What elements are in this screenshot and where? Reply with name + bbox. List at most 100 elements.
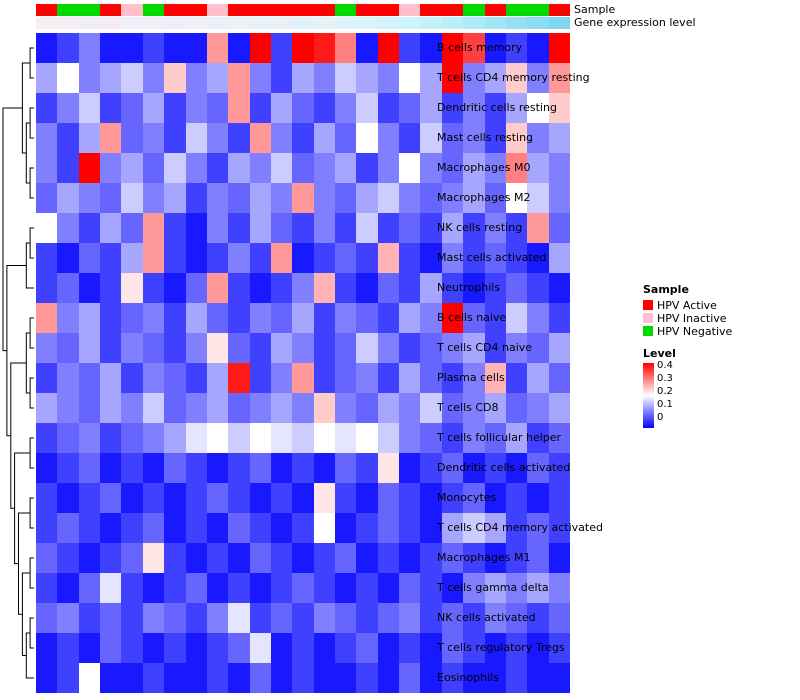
heatmap-cell — [356, 243, 378, 273]
heatmap-cell — [57, 603, 79, 633]
heatmap-cell — [441, 573, 464, 603]
gene-expression-annotation-cell — [335, 17, 357, 29]
heatmap-cell — [335, 213, 357, 243]
row-label: Macrophages M2 — [437, 191, 531, 204]
sample-annotation-cell — [292, 4, 314, 16]
row-label: T cells regulatory Tregs — [437, 641, 565, 654]
heatmap-cell — [164, 213, 186, 243]
heatmap-cell — [292, 573, 314, 603]
heatmap-cell — [36, 153, 58, 183]
heatmap-cell — [463, 63, 485, 93]
heatmap-cell — [206, 183, 229, 213]
heatmap-cell — [527, 63, 549, 93]
heatmap-cell — [356, 603, 378, 633]
legend-sample-items: HPV Active HPV Inactive HPV Negative — [643, 299, 732, 338]
heatmap-cell — [121, 603, 143, 633]
heatmap-cell — [100, 603, 122, 633]
heatmap-cell — [292, 243, 314, 273]
row-labels: B cells memory T cells CD4 memory resting… — [437, 33, 603, 693]
heatmap-cell — [335, 603, 357, 633]
heatmap-cell — [249, 63, 271, 93]
heatmap-cell — [292, 63, 314, 93]
sample-annotation-cell — [249, 4, 271, 16]
heatmap-cell — [399, 543, 421, 573]
legend-sample-title: Sample — [643, 283, 689, 296]
gene-expression-annotation-cell — [420, 17, 442, 29]
level-tick-label: 0.3 — [657, 373, 673, 384]
heatmap-cell — [548, 573, 570, 603]
heatmap-cell — [377, 153, 400, 183]
heatmap-cell — [36, 453, 58, 483]
heatmap-cell — [100, 273, 122, 303]
heatmap-cell — [270, 423, 293, 453]
sample-annotation-cell — [270, 4, 293, 16]
heatmap-cell — [206, 633, 229, 663]
heatmap-cell — [228, 513, 250, 543]
heatmap-cell — [78, 243, 101, 273]
heatmap-cell — [142, 213, 165, 243]
sample-annotation-cell — [527, 4, 549, 16]
row-label: Monocytes — [437, 491, 497, 504]
heatmap-cell — [292, 453, 314, 483]
heatmap-cell — [313, 483, 336, 513]
heatmap-cell — [57, 63, 79, 93]
heatmap-cell — [527, 663, 549, 693]
gene-expression-annotation-cell — [377, 17, 400, 29]
heatmap-cell — [121, 483, 143, 513]
heatmap-cell — [463, 573, 485, 603]
heatmap-cell — [313, 273, 336, 303]
heatmap-cell — [228, 303, 250, 333]
heatmap-cell — [206, 153, 229, 183]
heatmap-cell — [142, 333, 165, 363]
heatmap-cell — [527, 273, 549, 303]
heatmap-cell — [527, 33, 549, 63]
heatmap-cell — [484, 543, 506, 573]
heatmap-cell — [36, 123, 58, 153]
heatmap-cell — [420, 303, 442, 333]
heatmap-cell — [36, 243, 58, 273]
heatmap-cell — [206, 303, 229, 333]
heatmap-cell — [270, 93, 293, 123]
heatmap-cell — [420, 93, 442, 123]
level-tick-label: 0.2 — [657, 386, 673, 397]
heatmap-cell — [270, 363, 293, 393]
heatmap-cell — [356, 393, 378, 423]
heatmap-cell — [164, 513, 186, 543]
heatmap-cell — [548, 633, 570, 663]
sample-annotation-cell — [142, 4, 165, 16]
heatmap-cell — [249, 333, 271, 363]
sample-annotation-cell — [335, 4, 357, 16]
heatmap-cell — [399, 183, 421, 213]
heatmap-cell — [313, 573, 336, 603]
heatmap-cell — [121, 363, 143, 393]
heatmap-cell — [292, 213, 314, 243]
heatmap-cell — [313, 393, 336, 423]
heatmap-cell — [121, 213, 143, 243]
heatmap-cell — [399, 663, 421, 693]
heatmap-cell — [185, 393, 207, 423]
sample-annotation-cell — [313, 4, 336, 16]
heatmap-cell — [356, 303, 378, 333]
heatmap-cell — [441, 543, 464, 573]
level-tick-label: 0 — [657, 412, 664, 423]
heatmap-cell — [57, 513, 79, 543]
heatmap-cell — [249, 573, 271, 603]
heatmap-cell — [292, 483, 314, 513]
heatmap-cell — [505, 633, 528, 663]
heatmap-cell — [335, 33, 357, 63]
sample-annotation-cell — [399, 4, 421, 16]
heatmap-cell — [100, 93, 122, 123]
heatmap-cell — [313, 123, 336, 153]
heatmap-cell — [78, 93, 101, 123]
heatmap-cell — [78, 333, 101, 363]
heatmap-cell — [185, 363, 207, 393]
heatmap-cell — [142, 273, 165, 303]
heatmap-cell — [228, 33, 250, 63]
heatmap-cell — [292, 273, 314, 303]
heatmap-cell — [420, 183, 442, 213]
heatmap-cell — [548, 333, 570, 363]
heatmap-cell — [121, 663, 143, 693]
heatmap-cell — [313, 603, 336, 633]
heatmap-cell — [441, 393, 464, 423]
